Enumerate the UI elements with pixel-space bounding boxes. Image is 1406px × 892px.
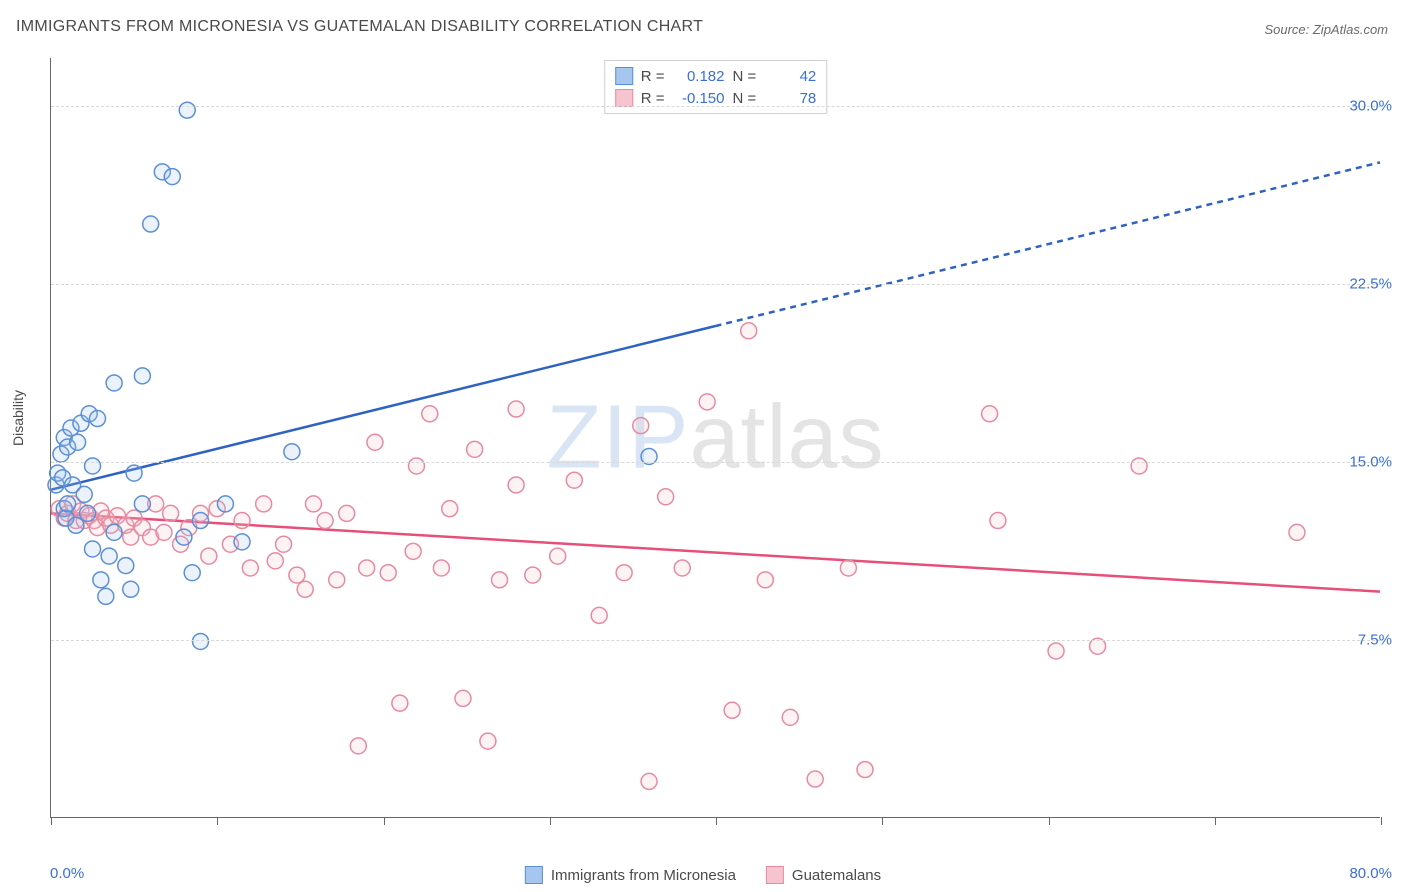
n-label: N =: [733, 68, 757, 85]
r-value-1: -0.150: [673, 90, 725, 107]
y-axis-label: Disability: [10, 390, 26, 446]
x-tick-max: 80.0%: [1349, 865, 1392, 882]
plot-area: ZIPatlas R = 0.182 N = 42 R = -0.150 N =…: [50, 58, 1380, 818]
y-tick-label: 30.0%: [1349, 97, 1392, 114]
y-tick-label: 7.5%: [1358, 631, 1392, 648]
x-tick-min: 0.0%: [50, 865, 84, 882]
r-value-0: 0.182: [673, 68, 725, 85]
y-tick-label: 22.5%: [1349, 275, 1392, 292]
n-value-0: 42: [764, 68, 816, 85]
swatch-series-0-icon: [525, 866, 543, 884]
legend-label-0: Immigrants from Micronesia: [551, 867, 736, 884]
y-tick-label: 15.0%: [1349, 453, 1392, 470]
swatch-series-0: [615, 67, 633, 85]
n-label: N =: [733, 90, 757, 107]
r-label: R =: [641, 90, 665, 107]
chart-title: IMMIGRANTS FROM MICRONESIA VS GUATEMALAN…: [16, 18, 703, 36]
r-label: R =: [641, 68, 665, 85]
swatch-series-1: [615, 89, 633, 107]
n-value-1: 78: [764, 90, 816, 107]
series-legend: Immigrants from Micronesia Guatemalans: [525, 866, 881, 884]
chart-svg: [51, 58, 1380, 817]
swatch-series-1-icon: [766, 866, 784, 884]
legend-item-0: Immigrants from Micronesia: [525, 866, 736, 884]
stats-row-series-0: R = 0.182 N = 42: [615, 65, 817, 87]
legend-item-1: Guatemalans: [766, 866, 881, 884]
source-attribution: Source: ZipAtlas.com: [1264, 22, 1388, 37]
legend-label-1: Guatemalans: [792, 867, 881, 884]
